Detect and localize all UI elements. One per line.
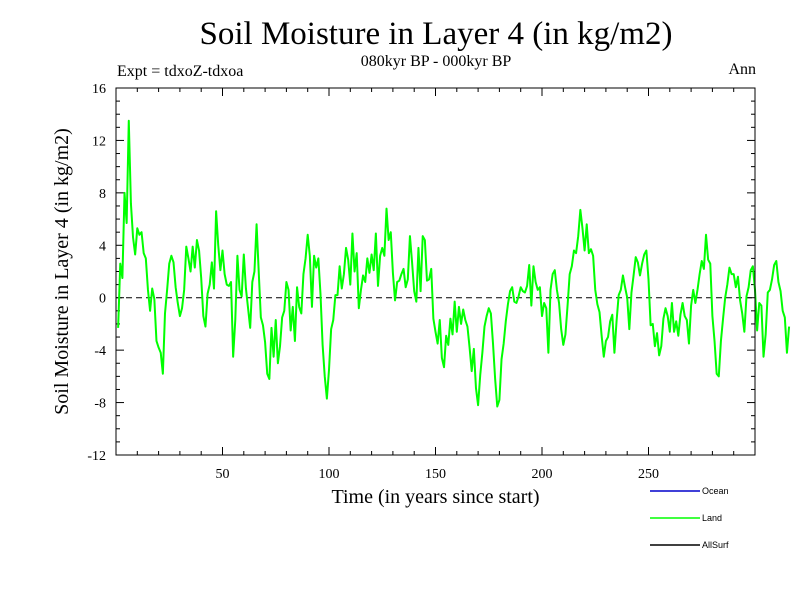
chart-title: Soil Moisture in Layer 4 (in kg/m2) [199, 16, 673, 52]
series-line-land [117, 119, 791, 408]
x-tick-label: 250 [638, 467, 659, 482]
y-tick-label: 16 [92, 82, 106, 97]
x-axis-tick-labels: 50 100 150 200 250 [216, 467, 660, 482]
x-tick-label: 50 [216, 467, 230, 482]
axis-ticks [116, 88, 755, 455]
y-tick-label: 12 [92, 134, 106, 149]
plot-frame [115, 87, 756, 456]
period-label: Ann [728, 61, 756, 78]
y-axis-label: Soil Moisture in Layer 4 (in kg/m2) [51, 128, 73, 415]
x-tick-label: 150 [425, 467, 446, 482]
legend: Ocean Land AllSurf [650, 486, 729, 550]
legend-label-land: Land [702, 513, 722, 523]
y-tick-label: 4 [99, 239, 106, 254]
y-tick-label: 0 [99, 292, 106, 307]
y-axis-tick-labels: 16 12 8 4 0 -4 -8 -12 [87, 82, 106, 464]
chart-subtitle: 080kyr BP - 000kyr BP [360, 53, 512, 70]
plot-series [117, 119, 791, 408]
x-tick-label: 200 [532, 467, 553, 482]
x-tick-label: 100 [319, 467, 340, 482]
legend-label-ocean: Ocean [702, 486, 729, 496]
y-tick-label: -4 [94, 344, 106, 359]
y-tick-label: -8 [94, 397, 106, 412]
x-axis-label: Time (in years since start) [331, 486, 539, 508]
experiment-label: Expt = tdxoZ-tdxoa [117, 63, 244, 80]
y-tick-label: 8 [99, 187, 106, 202]
y-tick-label: -12 [87, 449, 106, 464]
legend-label-allsurf: AllSurf [702, 540, 729, 550]
